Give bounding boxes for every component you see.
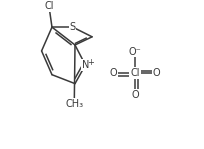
Text: O: O (152, 68, 160, 78)
Text: O⁻: O⁻ (128, 47, 141, 57)
Text: S: S (69, 22, 75, 32)
Text: CH₃: CH₃ (65, 99, 83, 109)
Text: Cl: Cl (130, 68, 139, 78)
Text: O: O (131, 90, 138, 100)
Text: +: + (86, 58, 93, 67)
Text: O: O (109, 68, 117, 78)
Text: N: N (81, 60, 89, 70)
Text: Cl: Cl (44, 1, 53, 11)
